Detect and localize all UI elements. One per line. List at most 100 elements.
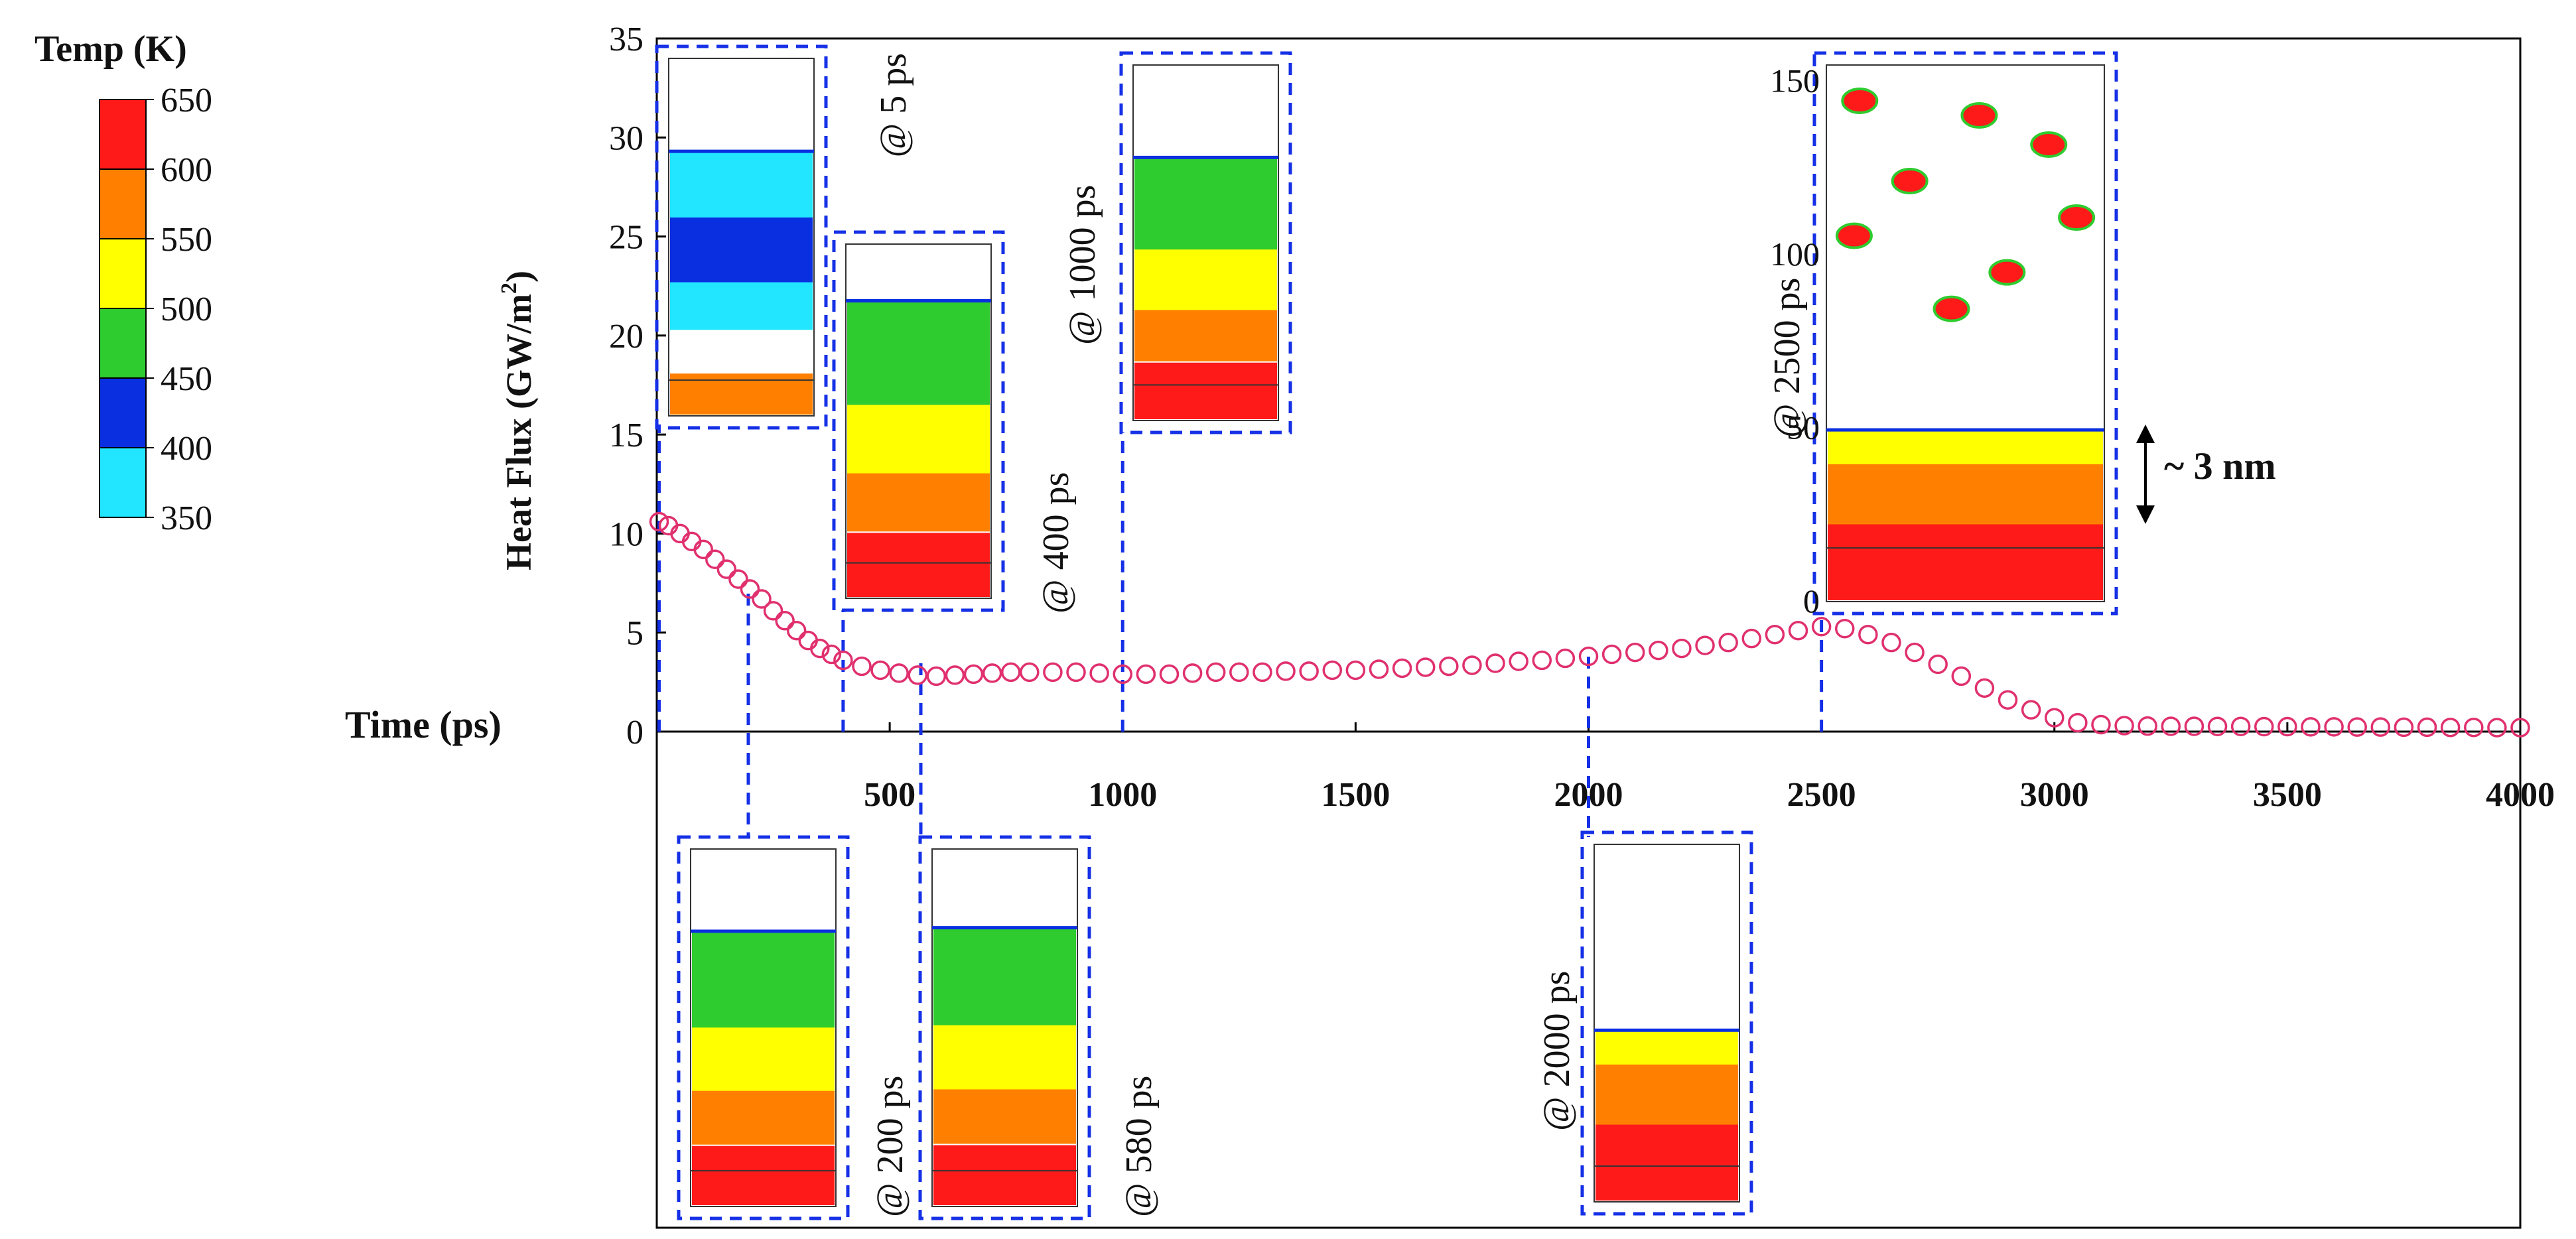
inset-layer xyxy=(933,1145,1076,1205)
inset-layer xyxy=(847,533,990,597)
y-tick-label: 30 xyxy=(609,119,644,157)
data-point xyxy=(1253,662,1272,683)
inset-border xyxy=(677,835,850,1220)
droplet xyxy=(1960,102,1998,129)
inset-tick-label: 100 xyxy=(1770,235,1820,273)
inset-border xyxy=(918,835,1091,1220)
data-point xyxy=(1159,664,1180,685)
inset-border xyxy=(1119,51,1292,434)
data-point xyxy=(1182,663,1203,683)
colorbar-swatch xyxy=(99,377,147,448)
inset-layer xyxy=(1828,464,2103,532)
data-point xyxy=(1509,651,1528,671)
inset-1000ps xyxy=(1119,51,1292,434)
data-point xyxy=(786,620,807,641)
data-point xyxy=(1811,617,1832,637)
data-point xyxy=(1322,660,1343,681)
data-point xyxy=(2207,716,2228,736)
data-point xyxy=(1555,648,1576,669)
data-point xyxy=(2394,717,2414,738)
colorbar-label: 400 xyxy=(161,430,212,468)
inset-layer xyxy=(1134,310,1277,361)
droplet xyxy=(1835,222,1873,249)
data-point xyxy=(693,539,713,560)
data-point xyxy=(775,611,795,631)
snapshot-label-400ps: @ 400 ps xyxy=(1036,472,1077,614)
colorbar-swatch xyxy=(99,168,147,239)
y-tick-label: 35 xyxy=(609,21,644,58)
snapshot-insets: 0 50 100 150 xyxy=(655,44,2118,1220)
data-point xyxy=(889,663,909,683)
data-point xyxy=(1928,654,1948,675)
colorbar: Temp (K) 650 600 550 500 450 400 350 xyxy=(34,29,212,537)
inset-2500ps: 0 50 100 150 xyxy=(1770,51,2118,620)
x-tick-label: 500 xyxy=(864,776,915,814)
droplet xyxy=(1891,168,1929,195)
snapshot-label-5ps: @ 5 ps xyxy=(873,53,914,157)
colorbar-label: 550 xyxy=(161,221,212,259)
heat-flux-series xyxy=(649,511,2530,738)
arrow-down-icon xyxy=(2136,505,2155,524)
inset-border xyxy=(832,230,1005,612)
snapshot-label-200ps: @ 200 ps xyxy=(870,1076,911,1217)
inset-border xyxy=(1812,51,2118,616)
snapshot-connectors xyxy=(657,424,1824,837)
data-point xyxy=(1136,664,1156,685)
data-point xyxy=(1741,628,1762,649)
inset-layer xyxy=(933,1025,1076,1094)
data-point xyxy=(649,511,669,532)
data-point xyxy=(833,650,853,671)
y-axis-title-sup: 2 xyxy=(497,283,521,294)
inset-2000ps xyxy=(1580,830,1753,1216)
data-point xyxy=(1089,663,1109,683)
snapshot-label-580ps: @ 580 ps xyxy=(1119,1076,1160,1217)
inset-layer xyxy=(692,1145,835,1205)
x-tick-label: 1500 xyxy=(1321,776,1390,814)
data-point xyxy=(716,559,737,579)
data-point xyxy=(2440,717,2461,738)
data-point xyxy=(870,660,890,681)
x-tick-label: 3500 xyxy=(2253,776,2322,814)
data-point xyxy=(1066,662,1086,683)
data-point xyxy=(945,665,965,685)
y-tick-label: 20 xyxy=(609,318,644,356)
data-point xyxy=(1043,662,1063,683)
y-axis-title-main: Heat Flux (GW/m xyxy=(499,294,539,570)
data-point xyxy=(1205,662,1226,683)
y-tick-label: 15 xyxy=(609,417,644,454)
data-point xyxy=(1345,660,1366,681)
data-point xyxy=(963,664,984,685)
data-point xyxy=(2324,717,2344,737)
data-point xyxy=(2021,700,2041,720)
data-point xyxy=(1858,624,1878,645)
data-point xyxy=(908,665,928,685)
inset-layer xyxy=(1134,249,1277,314)
data-point xyxy=(2487,718,2507,738)
data-point xyxy=(982,663,1002,683)
snapshot-label-1000ps: @ 1000 ps xyxy=(1062,185,1103,345)
data-point xyxy=(2347,717,2367,737)
data-point xyxy=(2301,717,2321,737)
data-point xyxy=(2045,708,2065,728)
data-point xyxy=(728,569,748,589)
data-point xyxy=(2137,716,2157,736)
inset-layer xyxy=(847,405,990,478)
data-point xyxy=(705,549,725,569)
droplet xyxy=(1988,259,2026,286)
x-tick-label: 3000 xyxy=(2020,776,2089,814)
data-point xyxy=(821,644,842,665)
droplet xyxy=(2058,204,2096,231)
data-point xyxy=(2184,716,2204,736)
data-point xyxy=(1905,642,1925,663)
data-point xyxy=(1113,664,1132,685)
inset-tick-label: 150 xyxy=(1770,62,1820,99)
data-point xyxy=(2417,717,2437,738)
colorbar-swatch xyxy=(99,308,147,379)
inset-layer xyxy=(1595,1124,1738,1201)
data-point xyxy=(1695,635,1715,655)
colorbar-swatch xyxy=(99,238,147,309)
colorbar-swatch xyxy=(99,99,147,170)
data-point xyxy=(1881,632,1901,653)
data-point xyxy=(1392,658,1412,679)
